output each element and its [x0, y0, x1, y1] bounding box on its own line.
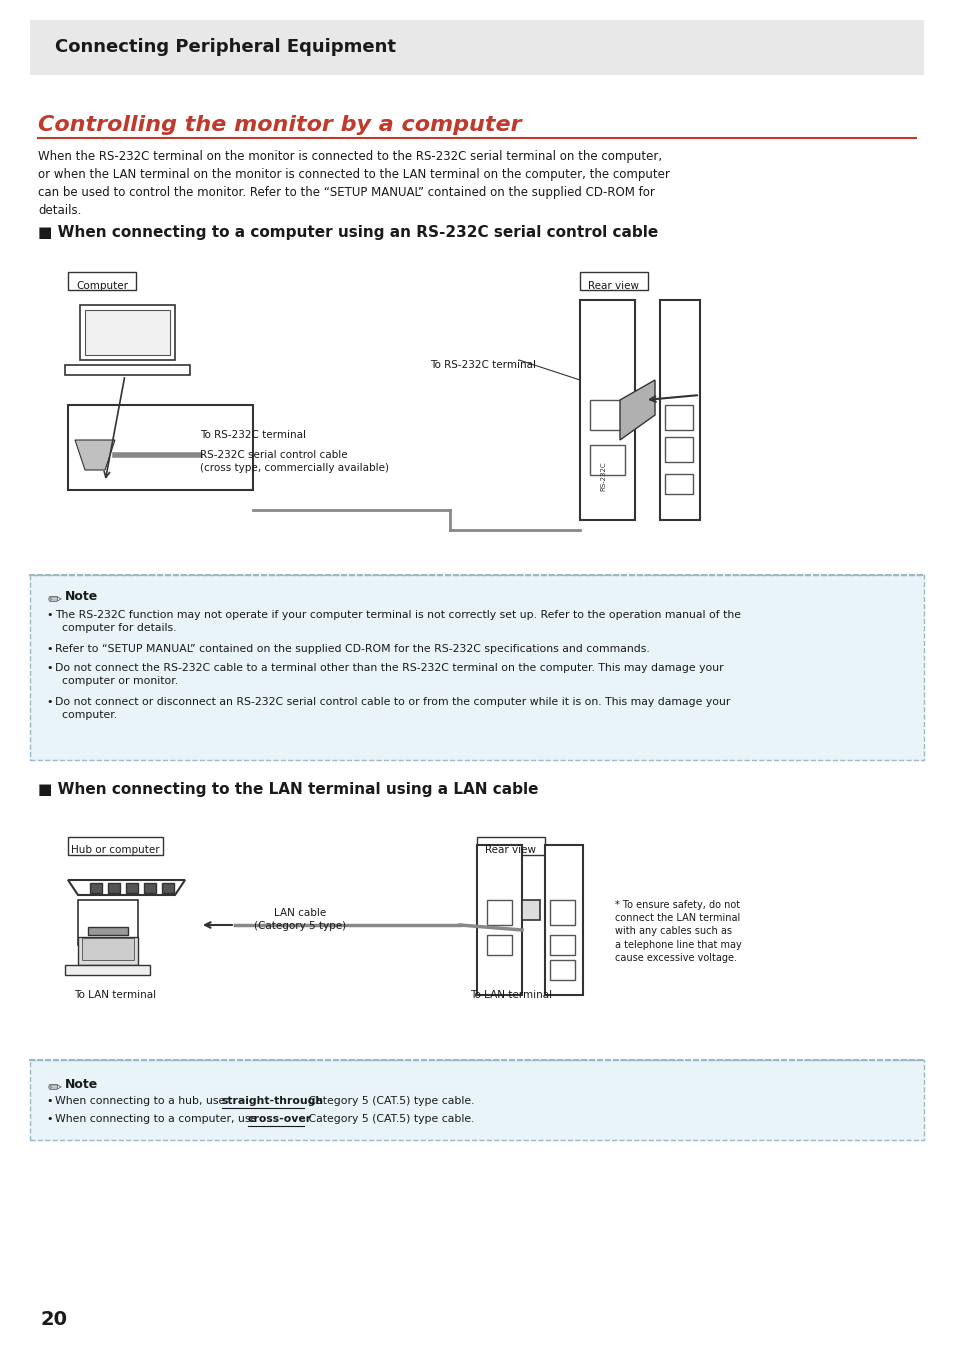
Text: ■ When connecting to a computer using an RS-232C serial control cable: ■ When connecting to a computer using an… [38, 225, 658, 240]
Bar [30, 20, 923, 75]
Text: When the RS-232C terminal on the monitor is connected to the RS-232C serial term: When the RS-232C terminal on the monitor… [38, 150, 669, 217]
Bar [90, 883, 102, 892]
Polygon shape [75, 439, 115, 470]
Bar [579, 272, 647, 290]
Bar [85, 310, 170, 355]
Bar [78, 900, 138, 945]
Text: •: • [46, 663, 52, 673]
Bar [486, 900, 512, 925]
Bar [162, 883, 173, 892]
Bar [65, 965, 150, 975]
Text: When connecting to a hub, use: When connecting to a hub, use [55, 1096, 229, 1105]
Text: Do not connect the RS-232C cable to a terminal other than the RS-232C terminal o: Do not connect the RS-232C cable to a te… [55, 663, 723, 686]
Text: To LAN terminal: To LAN terminal [74, 989, 156, 1000]
Bar [589, 400, 624, 430]
Text: * To ensure safety, do not
connect the LAN terminal
with any cables such as
a te: * To ensure safety, do not connect the L… [615, 900, 741, 962]
Bar [544, 845, 582, 995]
Bar [550, 936, 575, 954]
Text: The RS-232C function may not operate if your computer terminal is not correctly : The RS-232C function may not operate if … [55, 611, 740, 634]
Bar [521, 900, 539, 919]
Text: ✏: ✏ [48, 590, 62, 608]
Bar [30, 1060, 923, 1140]
Text: RS-232C: RS-232C [599, 461, 605, 491]
Text: Rear view: Rear view [588, 280, 639, 291]
Bar [144, 883, 156, 892]
Text: RS-232C serial control cable
(cross type, commercially available): RS-232C serial control cable (cross type… [200, 450, 389, 473]
Bar [68, 837, 163, 855]
Text: To RS-232C terminal: To RS-232C terminal [200, 430, 306, 439]
Text: 20: 20 [40, 1310, 67, 1329]
Text: Controlling the monitor by a computer: Controlling the monitor by a computer [38, 115, 521, 135]
Text: To LAN terminal: To LAN terminal [470, 989, 552, 1000]
Text: •: • [46, 611, 52, 620]
Text: •: • [46, 1096, 52, 1105]
Bar [126, 883, 138, 892]
Text: To RS-232C terminal: To RS-232C terminal [430, 360, 536, 369]
Text: Computer: Computer [76, 280, 128, 291]
Text: straight-through: straight-through [222, 1096, 324, 1105]
Bar [579, 301, 635, 520]
Bar [664, 404, 692, 430]
Text: Connecting Peripheral Equipment: Connecting Peripheral Equipment [55, 38, 395, 57]
Bar [88, 927, 128, 936]
Polygon shape [619, 380, 655, 439]
Bar [476, 837, 544, 855]
Text: When connecting to a computer, use: When connecting to a computer, use [55, 1113, 260, 1124]
Bar [664, 437, 692, 462]
Text: Category 5 (CAT.5) type cable.: Category 5 (CAT.5) type cable. [305, 1113, 474, 1124]
Text: cross-over: cross-over [248, 1113, 312, 1124]
Text: Refer to “SETUP MANUAL” contained on the supplied CD-ROM for the RS-232C specifi: Refer to “SETUP MANUAL” contained on the… [55, 644, 649, 654]
Text: LAN cable
(Category 5 type): LAN cable (Category 5 type) [253, 909, 346, 931]
Bar [78, 937, 138, 965]
Bar [550, 900, 575, 925]
Text: Category 5 (CAT.5) type cable.: Category 5 (CAT.5) type cable. [305, 1096, 474, 1105]
Text: Note: Note [65, 590, 98, 603]
Bar [664, 474, 692, 493]
Bar [30, 576, 923, 760]
Bar [486, 936, 512, 954]
Text: Note: Note [65, 1078, 98, 1091]
Bar [589, 445, 624, 474]
Bar [550, 960, 575, 980]
Text: •: • [46, 644, 52, 654]
Text: •: • [46, 1113, 52, 1124]
Text: ■ When connecting to the LAN terminal using a LAN cable: ■ When connecting to the LAN terminal us… [38, 782, 537, 797]
Bar [108, 883, 120, 892]
Text: Hub or computer: Hub or computer [71, 845, 159, 855]
Bar [659, 301, 700, 520]
Text: •: • [46, 697, 52, 706]
Bar [82, 938, 133, 960]
Text: ✏: ✏ [48, 1078, 62, 1096]
Bar [476, 845, 521, 995]
Bar [68, 272, 136, 290]
Text: Do not connect or disconnect an RS-232C serial control cable to or from the comp: Do not connect or disconnect an RS-232C … [55, 697, 730, 720]
Bar [68, 404, 253, 491]
Text: Rear view: Rear view [485, 845, 536, 855]
